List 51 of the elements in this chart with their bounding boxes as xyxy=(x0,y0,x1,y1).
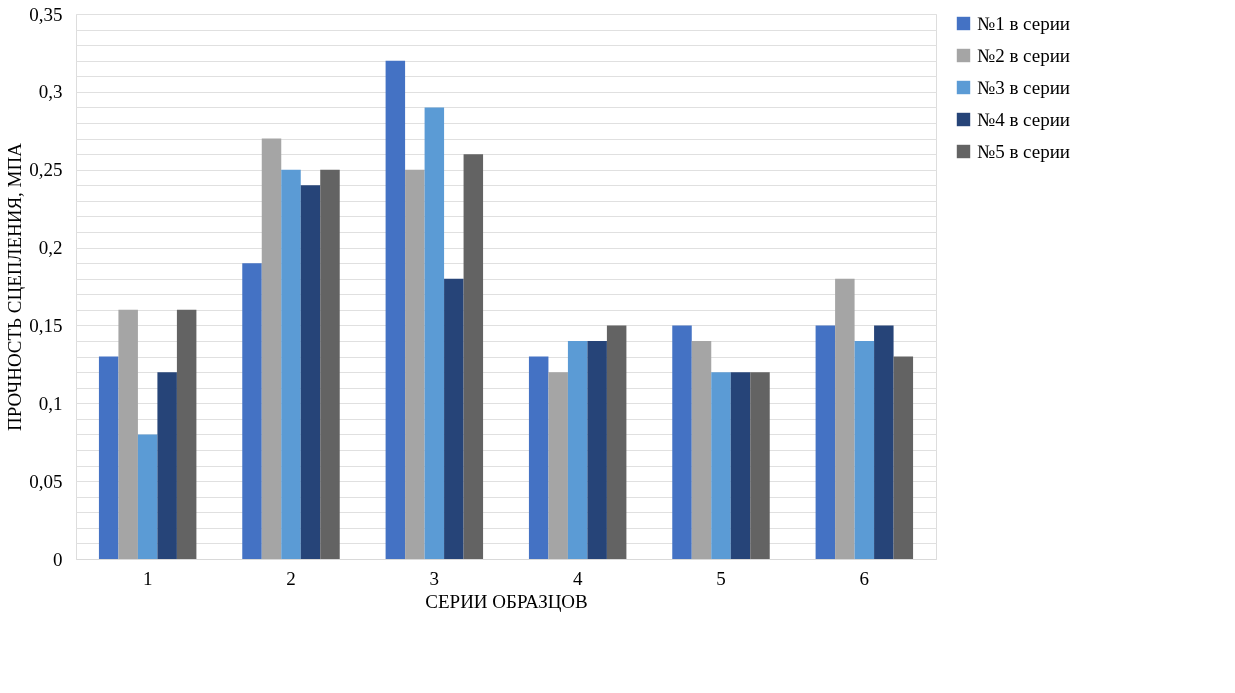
y-tick-label: 0,15 xyxy=(29,314,63,336)
y-tick-label: 0,05 xyxy=(29,470,63,492)
bar xyxy=(300,185,321,559)
x-tick-label: 1 xyxy=(142,567,153,589)
bar xyxy=(176,309,197,559)
bar xyxy=(137,434,158,559)
y-tick-label: 0,2 xyxy=(38,237,63,259)
bar xyxy=(711,372,731,559)
bar xyxy=(157,372,177,559)
bar xyxy=(118,309,138,559)
bar xyxy=(98,356,119,559)
x-tick-label: 4 xyxy=(572,567,583,589)
y-tick-label: 0,3 xyxy=(38,81,63,103)
bar xyxy=(815,325,836,559)
x-tick-label: 3 xyxy=(429,567,440,589)
bar xyxy=(463,154,484,559)
bar xyxy=(874,325,894,559)
bar xyxy=(893,356,914,559)
bar xyxy=(606,325,627,559)
bar xyxy=(587,341,607,559)
x-tick-label: 6 xyxy=(859,567,870,589)
x-tick-label: 5 xyxy=(716,567,726,589)
bar xyxy=(750,372,770,559)
bar xyxy=(528,356,549,559)
bar xyxy=(444,278,464,559)
bar xyxy=(691,341,712,559)
legend-label: №1 в серии xyxy=(977,12,1071,34)
bar xyxy=(730,372,751,559)
x-axis-title: СЕРИИ ОБРАЗЦОВ xyxy=(425,590,588,612)
bar xyxy=(261,138,282,559)
bar xyxy=(242,263,262,559)
y-tick-label: 0,35 xyxy=(29,3,63,25)
legend-label: №4 в серии xyxy=(977,108,1071,130)
y-tick-label: 0 xyxy=(53,548,63,570)
bar xyxy=(672,325,692,559)
bar xyxy=(320,169,340,559)
bar xyxy=(835,278,855,559)
bar xyxy=(405,169,425,559)
bar xyxy=(854,341,875,559)
bar xyxy=(424,107,445,559)
legend-label: №3 в серии xyxy=(977,76,1071,98)
bar xyxy=(281,169,301,559)
legend-label: №5 в серии xyxy=(977,140,1071,162)
x-tick-label: 2 xyxy=(286,567,296,589)
y-tick-label: 0,1 xyxy=(38,392,63,414)
bar xyxy=(385,60,406,559)
y-tick-label: 0,25 xyxy=(29,159,63,181)
bar xyxy=(567,341,588,559)
bar xyxy=(548,372,568,559)
legend-label: №2 в серии xyxy=(977,44,1071,66)
y-axis-title: ПРОЧНОСТЬ СЦЕПЛЕНИЯ, МПА xyxy=(4,142,26,431)
